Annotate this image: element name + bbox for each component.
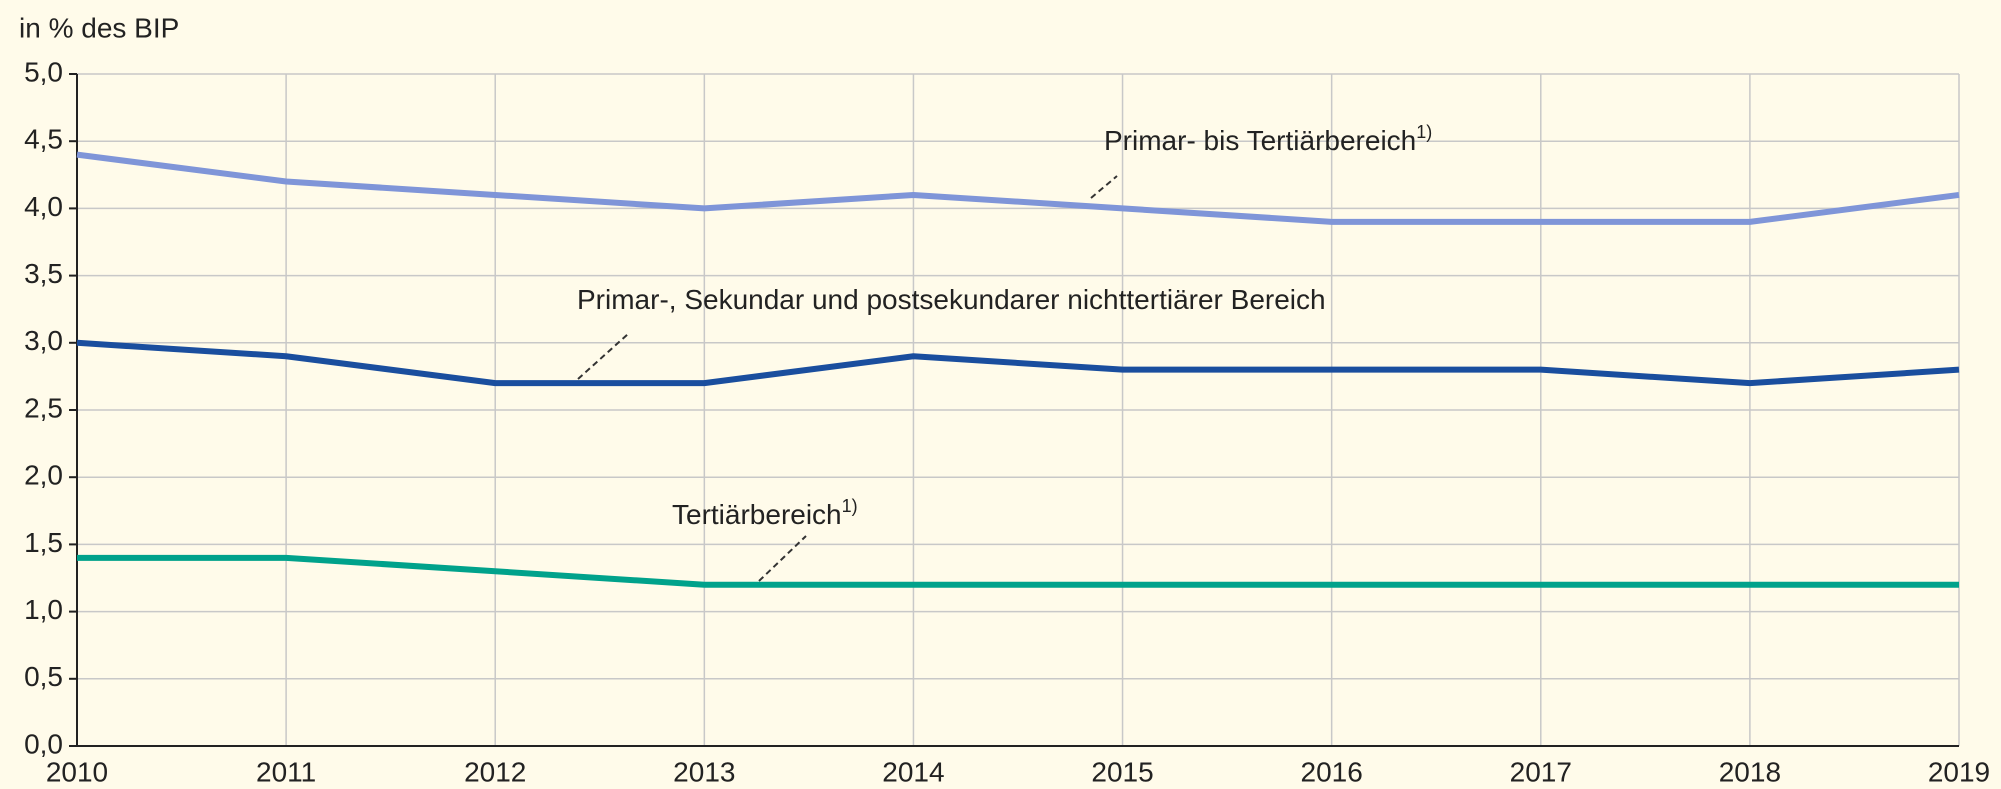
y-tick-label: 0,5 xyxy=(24,661,63,692)
series-line xyxy=(76,151,1960,225)
x-tick-label: 2011 xyxy=(256,756,316,787)
leader-line xyxy=(1090,175,1118,199)
y-tick-label: 4,5 xyxy=(24,124,63,155)
series-note: 1) xyxy=(842,496,858,516)
y-tick-label: 3,5 xyxy=(24,258,63,289)
y-tick-label: 0,0 xyxy=(24,728,63,759)
x-tick-label: 2017 xyxy=(1510,756,1572,787)
series-name: Tertiärbereich xyxy=(672,499,842,530)
series-name: Primar-, Sekundar und postsekundarer nic… xyxy=(577,284,1326,315)
y-tick-label: 2,5 xyxy=(24,392,63,423)
x-tick-label: 2016 xyxy=(1301,756,1363,787)
leader-line xyxy=(758,535,807,582)
x-tick-label: 2018 xyxy=(1719,756,1781,787)
y-tick-label: 1,5 xyxy=(24,527,63,558)
y-axis-label: in % des BIP xyxy=(19,12,179,43)
y-tick-label: 2,0 xyxy=(24,460,63,491)
x-tick-label: 2014 xyxy=(882,756,944,787)
series-line xyxy=(77,554,1959,588)
series-note: 1) xyxy=(1416,122,1432,142)
y-tick-label: 5,0 xyxy=(24,56,63,87)
series-label: Tertiärbereich1) xyxy=(672,496,858,531)
x-tick-label: 2013 xyxy=(673,756,735,787)
y-tick-label: 3,0 xyxy=(24,325,63,356)
series-line xyxy=(76,339,1960,387)
x-tick-label: 2019 xyxy=(1928,756,1990,787)
series-name: Primar- bis Tertiärbereich xyxy=(1104,125,1416,156)
leader-line xyxy=(577,333,629,380)
series-label: Primar- bis Tertiärbereich1) xyxy=(1104,122,1432,157)
y-tick-label: 4,0 xyxy=(24,191,63,222)
x-tick-label: 2010 xyxy=(46,756,108,787)
x-tick-label: 2012 xyxy=(464,756,526,787)
x-tick-label: 2015 xyxy=(1091,756,1153,787)
series-label: Primar-, Sekundar und postsekundarer nic… xyxy=(577,284,1326,315)
y-tick-label: 1,0 xyxy=(24,594,63,625)
